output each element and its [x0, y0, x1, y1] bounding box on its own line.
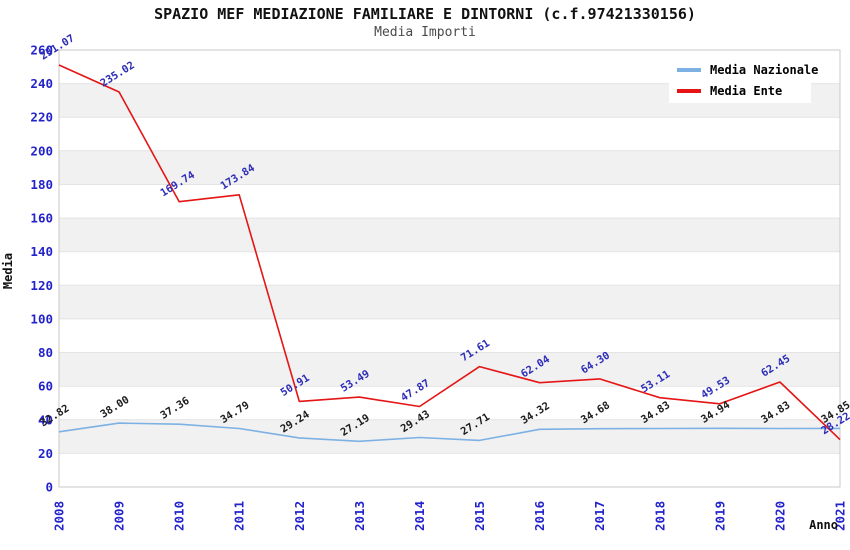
x-tick-label: 2012 [292, 501, 307, 531]
y-tick-label: 0 [45, 480, 53, 495]
y-tick-label: 260 [30, 43, 53, 58]
chart-subtitle: Media Importi [374, 25, 476, 40]
data-point-label: 38.00 [98, 394, 131, 421]
data-point-label: 37.36 [158, 395, 191, 422]
grid-band [59, 218, 840, 252]
grid-band [59, 285, 840, 319]
legend-label-media-ente: Media Ente [710, 84, 783, 98]
y-axis-title: Media [1, 253, 15, 289]
y-tick-label: 40 [38, 412, 53, 427]
x-tick-label: 2017 [592, 501, 607, 531]
legend-label-media-nazionale: Media Nazionale [710, 63, 819, 77]
legend: Media Nazionale Media Ente [669, 58, 818, 103]
legend-item-media-nazionale: Media Nazionale [677, 61, 818, 79]
grid-band [59, 352, 840, 387]
y-tick-label: 140 [30, 244, 53, 259]
y-tick-label: 120 [30, 278, 53, 293]
x-tick-label: 2019 [712, 501, 727, 531]
y-tick-label: 60 [38, 379, 53, 394]
series-line-media-nazionale [58, 422, 841, 443]
y-tick-label: 160 [30, 211, 53, 226]
x-tick-label: 2018 [652, 501, 667, 531]
plot-border [58, 49, 841, 488]
legend-swatch-media-ente [677, 89, 701, 93]
x-tick-label: 2013 [352, 501, 367, 531]
x-tick-label: 2020 [772, 501, 787, 531]
x-tick-label: 2010 [172, 501, 187, 531]
x-tick-label: 2009 [112, 501, 127, 531]
x-tick-label: 2008 [52, 501, 67, 531]
y-tick-label: 220 [30, 110, 53, 125]
grid-band [59, 150, 840, 185]
x-tick-label: 2016 [532, 501, 547, 531]
legend-item-media-ente: Media Ente [677, 82, 811, 100]
chart-title: SPAZIO MEF MEDIAZIONE FAMILIARE E DINTOR… [154, 5, 696, 23]
x-axis-title: Anno [809, 518, 838, 532]
y-tick-label: 20 [38, 446, 53, 461]
x-tick-label: 2015 [472, 501, 487, 531]
y-tick-label: 180 [30, 177, 53, 192]
y-tick-label: 100 [30, 311, 53, 326]
y-tick-label: 80 [38, 345, 53, 360]
x-tick-label: 2021 [833, 501, 848, 531]
x-tick-label: 2011 [232, 501, 247, 531]
y-tick-label: 240 [30, 76, 53, 91]
series-line-media-ente [58, 64, 841, 441]
x-tick-label: 2014 [412, 501, 427, 531]
y-tick-label: 200 [30, 143, 53, 158]
legend-swatch-media-nazionale [677, 68, 701, 72]
